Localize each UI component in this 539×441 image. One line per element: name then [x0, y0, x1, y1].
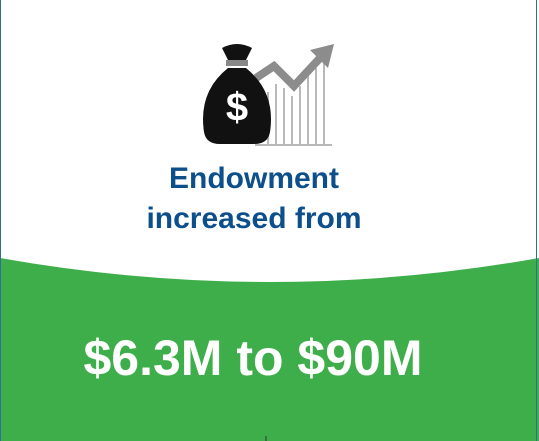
icon-symbol: $ — [226, 86, 248, 130]
heading-line: increased from — [146, 202, 361, 235]
green-band — [0, 258, 539, 441]
highlight-figure: $6.3M to $90M — [83, 330, 422, 386]
money-bag-icon: $ — [203, 44, 271, 144]
growth-chart-icon — [253, 44, 334, 146]
heading-line: Endowment — [169, 162, 339, 195]
